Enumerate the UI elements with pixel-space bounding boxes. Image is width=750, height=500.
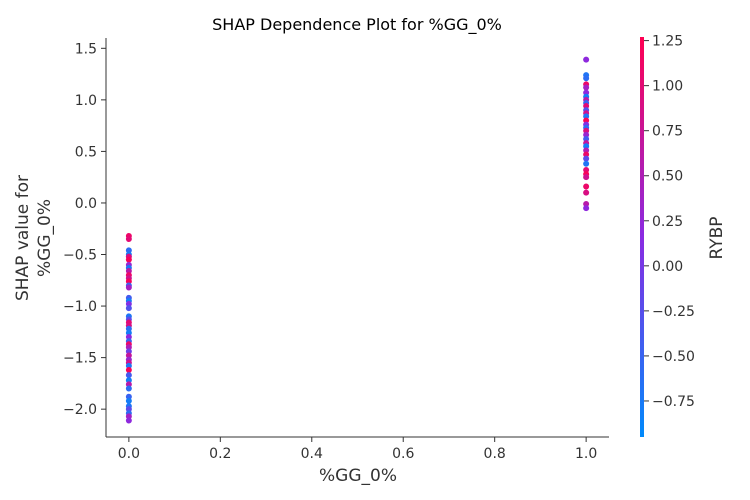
chart-title: SHAP Dependence Plot for %GG_0% bbox=[212, 15, 502, 35]
scatter-point bbox=[583, 75, 590, 82]
y-tick-label: −1.0 bbox=[63, 299, 97, 315]
scatter-point bbox=[125, 333, 132, 340]
scatter-point bbox=[583, 151, 590, 158]
y-tick-label: −0.5 bbox=[63, 248, 97, 264]
x-tick-label: 0.2 bbox=[209, 446, 231, 462]
scatter-point bbox=[583, 174, 590, 181]
scatter-points bbox=[125, 56, 590, 424]
scatter-point bbox=[583, 89, 590, 96]
y-tick-label: 0.5 bbox=[75, 144, 97, 160]
x-tick-label: 0.6 bbox=[392, 446, 414, 462]
y-tick-label: 1.5 bbox=[75, 41, 97, 57]
scatter-point bbox=[125, 393, 132, 400]
scatter-point bbox=[125, 377, 132, 384]
scatter-point bbox=[125, 366, 132, 373]
scatter-point bbox=[125, 372, 132, 379]
colorbar-tick-label: 0.75 bbox=[652, 124, 683, 140]
scatter-point bbox=[583, 200, 590, 207]
scatter-point bbox=[583, 117, 590, 124]
scatter-point bbox=[583, 189, 590, 196]
scatter-point bbox=[583, 147, 590, 154]
y-tick-label: −1.5 bbox=[63, 351, 97, 367]
y-axis-title: SHAP value for %GG_0% bbox=[13, 175, 55, 301]
x-tick-label: 0.8 bbox=[484, 446, 506, 462]
scatter-point bbox=[125, 278, 132, 285]
x-tick-label: 0.0 bbox=[118, 446, 140, 462]
plot-area: 0.0 0.2 0.4 0.6 0.8 1.0 1.5 1.0 0.5 0.0 −0.5 −1.0 −… bbox=[63, 38, 609, 462]
scatter-point bbox=[125, 344, 132, 351]
scatter-point bbox=[583, 155, 590, 162]
scatter-point bbox=[125, 236, 132, 243]
x-tick-label: 0.4 bbox=[301, 446, 323, 462]
y-axis-title-line-2: %GG_0% bbox=[35, 199, 55, 277]
x-axis-title: %GG_0% bbox=[319, 466, 397, 486]
scatter-point bbox=[583, 136, 590, 143]
scatter-point bbox=[125, 329, 132, 336]
scatter-point bbox=[583, 113, 590, 120]
scatter-point bbox=[583, 84, 590, 91]
scatter-point bbox=[125, 362, 132, 369]
scatter-point bbox=[125, 247, 132, 254]
y-ticks: 1.5 1.0 0.5 0.0 −0.5 −1.0 −1.5 −2.0 bbox=[63, 41, 106, 418]
scatter-point bbox=[583, 56, 590, 63]
colorbar-tick-label: 0.00 bbox=[652, 259, 683, 275]
scatter-point bbox=[125, 325, 132, 332]
colorbar-label: RYBP bbox=[707, 216, 727, 259]
scatter-point bbox=[125, 417, 132, 424]
scatter-point bbox=[125, 305, 132, 312]
scatter-point bbox=[583, 183, 590, 190]
scatter-point bbox=[125, 301, 132, 307]
colorbar: 1.251.000.750.500.250.00−0.25−0.50−0.75 … bbox=[640, 34, 727, 437]
scatter-point bbox=[583, 166, 590, 173]
colorbar-tick-label: −0.25 bbox=[652, 304, 695, 320]
scatter-point bbox=[583, 160, 590, 167]
colorbar-tick-label: −0.75 bbox=[652, 394, 695, 410]
scatter-point bbox=[125, 413, 132, 420]
scatter-point bbox=[125, 385, 132, 392]
y-tick-label: −2.0 bbox=[63, 402, 97, 418]
scatter-point bbox=[125, 352, 132, 359]
scatter-point bbox=[125, 381, 132, 388]
colorbar-tick-label: 1.00 bbox=[652, 79, 683, 95]
y-tick-label: 1.0 bbox=[75, 93, 97, 109]
scatter-point bbox=[125, 397, 132, 404]
scatter-point bbox=[125, 406, 132, 413]
scatter-point bbox=[583, 143, 590, 150]
x-ticks: 0.0 0.2 0.4 0.6 0.8 1.0 bbox=[118, 437, 597, 462]
colorbar-tick-label: 0.25 bbox=[652, 214, 683, 230]
colorbar-tick-label: 1.25 bbox=[652, 34, 683, 50]
colorbar-ticks: 1.25 1.00 0.75 0.50 0.25 0.00 −0.25 −0.50 −0.75 bbox=[644, 34, 695, 410]
colorbar-tick-label: 0.50 bbox=[652, 169, 683, 185]
x-tick-label: 1.0 bbox=[575, 446, 597, 462]
scatter-point bbox=[583, 127, 590, 134]
scatter-point bbox=[125, 348, 132, 355]
scatter-point bbox=[125, 256, 132, 263]
colorbar-tick-label: −0.50 bbox=[652, 349, 695, 365]
scatter-point bbox=[583, 131, 590, 138]
scatter-point bbox=[125, 268, 132, 275]
scatter-point bbox=[583, 103, 590, 110]
y-tick-label: 0.0 bbox=[75, 196, 97, 212]
y-axis-title-line-1: SHAP value for bbox=[13, 175, 33, 301]
scatter-point bbox=[583, 205, 590, 212]
colorbar-gradient bbox=[640, 37, 644, 437]
scatter-point bbox=[125, 284, 132, 291]
